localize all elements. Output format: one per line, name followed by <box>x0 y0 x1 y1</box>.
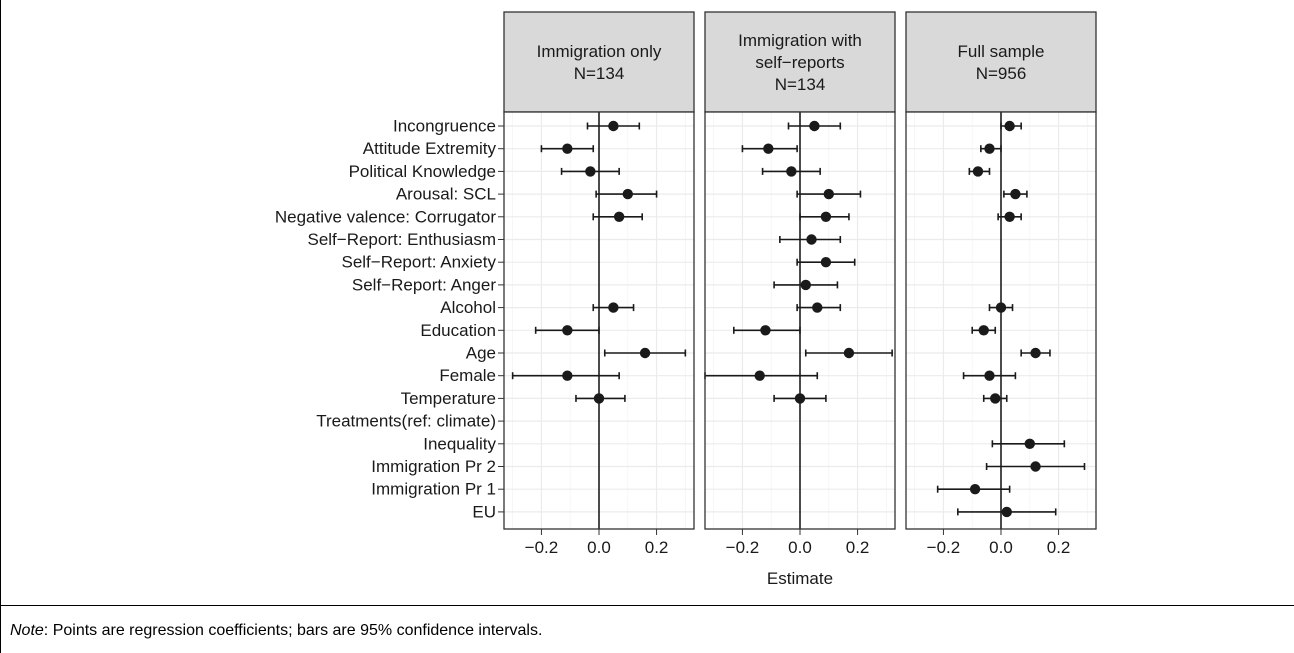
y-tick-label: Age <box>466 344 496 363</box>
coefficient-point <box>1001 506 1012 518</box>
coefficient-point <box>990 393 1001 404</box>
facet-title: self−reports <box>755 53 844 72</box>
coefficient-point <box>562 325 573 336</box>
coefficient-point <box>969 484 981 495</box>
coefficient-point <box>763 143 774 154</box>
y-tick-label: Attitude Extremity <box>363 139 497 158</box>
coefficient-point <box>984 143 995 154</box>
coefficient-point <box>608 120 619 132</box>
coefficient-point <box>562 143 573 154</box>
coefficient-point <box>794 393 806 404</box>
coefficient-point <box>843 347 855 359</box>
note-text: : Points are regression coefficients; ba… <box>43 622 543 639</box>
y-tick-label: Political Knowledge <box>349 162 496 181</box>
coefficient-point <box>613 211 625 222</box>
coefficient-point <box>820 257 832 268</box>
coefficient-point <box>1030 347 1041 359</box>
y-tick-label: Negative valence: Corrugator <box>275 207 496 226</box>
panel: Full sample N=956 −0.2 0.0 0.2 <box>905 11 1097 557</box>
coefficient-plot: Incongruence Attitude Extremity Political … <box>275 11 1097 588</box>
coefficient-point <box>760 325 771 336</box>
coefficient-point <box>800 279 811 291</box>
facet-title: Immigration with <box>738 31 862 50</box>
y-tick-label: Temperature <box>401 389 496 408</box>
y-tick-label: Self−Report: Anxiety <box>341 253 496 272</box>
coefficient-point <box>1010 188 1021 200</box>
y-tick-label: Immigration Pr 2 <box>371 457 496 476</box>
coefficient-point <box>995 302 1007 313</box>
coefficient-point <box>754 370 765 381</box>
facet-strip <box>704 11 896 113</box>
y-tick-label: Education <box>420 321 496 340</box>
coefficient-point <box>1024 438 1035 449</box>
y-tick-label: Inequality <box>423 434 496 453</box>
x-tick-label: 0.0 <box>989 538 1013 557</box>
panel: Immigration with self−reports N=134 −0.2 0.0… <box>704 11 896 557</box>
y-tick-label: Treatments(ref: climate) <box>316 412 496 431</box>
coefficient-point <box>639 347 651 359</box>
facet-title: N=956 <box>976 64 1027 83</box>
facet-title: Full sample <box>958 42 1045 61</box>
coefficient-point <box>806 234 817 245</box>
facet-title: Immigration only <box>537 42 662 61</box>
coefficient-point <box>809 120 820 132</box>
note-label: Note <box>10 622 44 639</box>
coefficient-point <box>812 302 823 313</box>
coefficient-point <box>593 393 605 404</box>
coefficient-point <box>622 188 633 200</box>
x-tick-label: −0.2 <box>927 538 961 557</box>
y-tick-label: Self−Report: Anger <box>352 275 496 294</box>
x-tick-label: 0.2 <box>1047 538 1071 557</box>
coefficient-point <box>1004 120 1015 132</box>
panel: Immigration only N=134 −0.2 0.0 0.2 <box>503 11 695 557</box>
coefficient-point <box>820 211 832 222</box>
y-tick-label: Alcohol <box>440 298 496 317</box>
coefficient-point <box>585 166 596 177</box>
coefficient-point <box>562 370 573 381</box>
y-tick-label: Self−Report: Enthusiasm <box>307 230 496 249</box>
coefficient-point <box>786 166 797 177</box>
x-tick-label: 0.0 <box>788 538 812 557</box>
x-axis-title: Estimate <box>767 569 833 588</box>
y-tick-label: Immigration Pr 1 <box>371 480 496 499</box>
x-tick-label: −0.2 <box>525 538 559 557</box>
facet-strip <box>905 11 1097 113</box>
y-tick-label: EU <box>472 502 496 521</box>
facet-title: N=134 <box>775 75 826 94</box>
x-tick-label: −0.2 <box>726 538 760 557</box>
coefficient-point <box>1030 461 1041 472</box>
x-tick-label: 0.2 <box>846 538 870 557</box>
facet-strip <box>503 11 695 113</box>
x-tick-label: 0.2 <box>645 538 669 557</box>
y-tick-label: Arousal: SCL <box>396 185 496 204</box>
note-divider <box>0 605 1294 606</box>
x-tick-label: 0.0 <box>587 538 611 557</box>
y-tick-label: Incongruence <box>393 117 496 136</box>
facet-title: N=134 <box>574 64 625 83</box>
coefficient-point <box>823 188 834 200</box>
coefficient-point <box>984 370 995 381</box>
coefficient-point <box>608 302 619 313</box>
coefficient-point <box>972 166 984 177</box>
figure-note: Note: Points are regression coefficients… <box>10 622 542 640</box>
coefficient-point <box>978 325 989 336</box>
coefficient-point <box>1004 211 1015 222</box>
y-tick-label: Female <box>439 366 496 385</box>
